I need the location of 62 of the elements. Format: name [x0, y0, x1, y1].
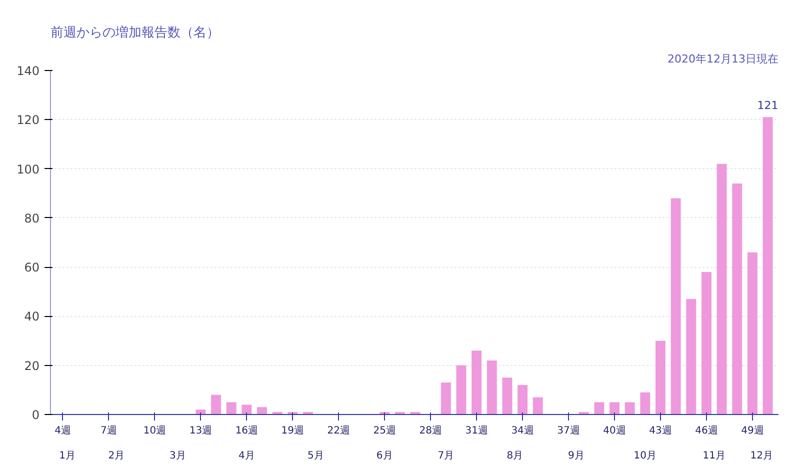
- x-tick-label: 37週: [557, 426, 580, 436]
- x-tick-label: 16週: [235, 426, 258, 436]
- text: 6月: [376, 450, 393, 462]
- text: 2月: [108, 450, 125, 462]
- x-tick-label: 7週: [100, 426, 117, 436]
- y-tick-label: 60: [24, 260, 40, 275]
- bar: [656, 340, 666, 414]
- text: 4月: [238, 450, 255, 462]
- bar: [472, 350, 482, 414]
- y-tick-label: 0: [32, 408, 40, 422]
- text: 11月: [702, 450, 726, 462]
- bar: [486, 360, 497, 414]
- bar: [456, 365, 466, 414]
- y-tick-label: 120: [16, 113, 40, 128]
- bar: [518, 385, 528, 414]
- x-tick-label: 31週: [465, 426, 488, 436]
- bar: [732, 184, 742, 414]
- text: 12月: [750, 450, 774, 462]
- data-label: 121: [757, 99, 778, 112]
- x-tick-label: 34週: [511, 426, 534, 436]
- bar: [257, 407, 267, 414]
- y-tick-label: 40: [24, 310, 40, 324]
- bar: [532, 397, 543, 414]
- text: 1月: [59, 450, 76, 462]
- bar: [242, 404, 252, 414]
- x-tick-label: 4週: [54, 426, 71, 436]
- text: 2020年12月13日現在: [668, 52, 779, 66]
- chart-title: 前週からの増加報告数（名）: [50, 24, 220, 40]
- bar: [747, 252, 758, 414]
- text: 3月: [170, 450, 186, 462]
- bar: [211, 394, 222, 414]
- x-tick-label: 13週: [189, 426, 212, 436]
- bar: [610, 402, 620, 414]
- bar: [716, 164, 727, 414]
- x-tick-label: 46週: [695, 426, 718, 436]
- y-tick-label: 80: [24, 211, 40, 226]
- y-tick-label: 140: [16, 64, 40, 78]
- x-tick-label: 28週: [419, 426, 442, 436]
- text: 8月: [506, 450, 524, 462]
- text: 7月: [438, 450, 454, 462]
- x-tick-label: 25週: [373, 426, 396, 436]
- x-tick-label: 19週: [281, 426, 304, 436]
- x-tick-label: 22週: [327, 426, 350, 436]
- x-tick-label: 43週: [649, 426, 672, 436]
- y-tick-label: 20: [24, 358, 40, 373]
- x-tick-label: 10週: [143, 426, 166, 436]
- bar: [670, 198, 681, 414]
- bar: [440, 382, 451, 414]
- x-tick-label: 40週: [603, 426, 626, 436]
- bar: [686, 299, 696, 414]
- bar: [226, 402, 236, 414]
- text: 9月: [568, 450, 584, 462]
- bar: [594, 402, 604, 414]
- y-tick-label: 100: [16, 162, 40, 176]
- bar: [762, 117, 773, 414]
- x-tick-label: 49週: [741, 426, 764, 436]
- bar: [701, 272, 712, 414]
- bar: [502, 378, 512, 414]
- bar: [640, 392, 650, 414]
- text: 5月: [307, 450, 324, 462]
- text: 10月: [634, 450, 657, 462]
- bar: [624, 402, 635, 414]
